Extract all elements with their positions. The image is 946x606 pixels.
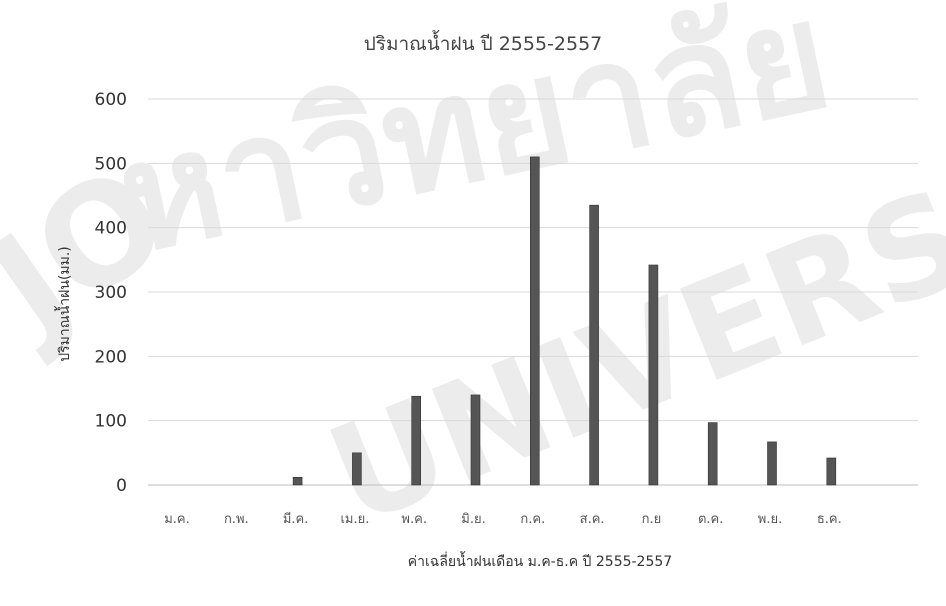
y-tick-label: 600: [95, 90, 127, 110]
bar: [411, 395, 422, 486]
bar: [470, 394, 481, 486]
y-tick-label: 500: [95, 154, 127, 174]
x-category-label: ธ.ค.: [817, 512, 842, 527]
y-tick-label: 300: [95, 283, 127, 303]
x-axis-categories: ม.ค. ก.พ. มี.ค. เม.ย. พ.ค. มิ.ย. ก.ค. ส.ค. ก.ย ต.…: [164, 511, 842, 527]
y-axis-title: ปริมาณน้ำฝน(มม.): [54, 246, 73, 362]
bar: [767, 441, 777, 486]
x-category-label: พ.ค.: [401, 512, 427, 527]
x-category-label: ก.ย: [642, 512, 662, 527]
y-tick-label: 100: [95, 412, 127, 432]
x-category-label: ก.ค.: [520, 512, 545, 527]
chart-title: ปริมาณน้ำฝน ปี 2555-2557: [364, 30, 603, 55]
bar: [529, 156, 540, 486]
bar: [292, 476, 303, 486]
bar: [589, 204, 599, 486]
x-category-label: พ.ย.: [758, 512, 782, 527]
x-category-label: เม.ย.: [340, 512, 369, 527]
x-category-label: มี.ค.: [283, 511, 309, 527]
bar: [707, 422, 718, 486]
bar: [826, 457, 837, 486]
y-tick-label: 400: [95, 219, 127, 239]
x-category-label: ก.พ.: [224, 512, 249, 527]
y-tick-label: 0: [116, 476, 127, 496]
bars: [292, 156, 837, 486]
x-category-label: ส.ค.: [580, 512, 605, 527]
bar: [352, 452, 362, 486]
y-axis-ticks: 0 100 200 300 400 500 600: [95, 90, 127, 496]
bar: [648, 264, 659, 486]
x-category-label: ต.ค.: [698, 512, 723, 527]
x-category-label: ม.ค.: [164, 512, 190, 527]
x-axis-title: ค่าเฉลี่ยน้ำฝนเดือน ม.ค-ธ.ค ปี 2555-2557: [408, 551, 672, 570]
y-tick-label: 200: [95, 347, 127, 367]
x-category-label: มิ.ย.: [461, 512, 485, 527]
